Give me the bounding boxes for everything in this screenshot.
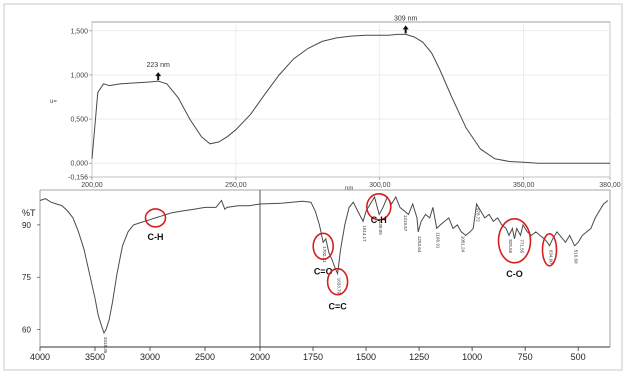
ir-annotation-ellipse <box>497 218 532 264</box>
ir-annotation-label: C=C <box>328 302 347 312</box>
ir-peak-wavenumber-label: 771.55 <box>520 239 525 253</box>
ir-peak-wavenumber-label: 634.60 <box>548 250 553 264</box>
ir-x-tick-labels: 4000 3500 3000 2500 2000 1750 1500 1250 1000 750 5… <box>30 347 586 362</box>
ir-peak-wavenumber-label: 978.72 <box>476 208 481 222</box>
ir-y-tick-labels: 90 75 60 <box>22 221 40 335</box>
uv-peak-label: 223 nm <box>147 62 171 69</box>
ir-x-tick-label: 2500 <box>195 352 215 362</box>
uv-y-tick-label: 0,500 <box>70 117 88 124</box>
ir-y-tick-label: 60 <box>22 326 31 335</box>
uv-x-tick-labels: 200,00 250,00 300,00 350,00 380,00 <box>81 177 621 189</box>
uv-y-tick-label: 0,000 <box>70 161 88 168</box>
uv-series-line <box>91 33 610 164</box>
ir-peak-wavenumber-label: 825.56 <box>508 239 513 253</box>
uv-x-tick-label: 250,00 <box>225 182 247 189</box>
uv-x-tick-label: 350,00 <box>513 182 535 189</box>
ir-x-tick-label: 500 <box>571 352 586 362</box>
ir-x-tick-label: 4000 <box>30 352 50 362</box>
uv-grid <box>91 22 611 178</box>
uv-x-tick-label: 200,00 <box>81 182 103 189</box>
ir-annotation-ellipse <box>541 233 558 267</box>
ir-annotation-label: C=O <box>314 266 333 276</box>
uv-x-tick-label: 300,00 <box>369 182 391 189</box>
uv-peak-arrow-icon <box>402 25 409 34</box>
ir-peak-wavenumber-label: 1438.09 <box>378 218 383 235</box>
uv-vis-panel: 1,500 1,000 0,500 0,000 -0,156 200,00 250,00 3… <box>50 15 621 192</box>
ir-annotation-ellipse <box>326 267 349 296</box>
ir-peak-wavenumber-label: 1319.57 <box>403 215 408 232</box>
ir-annotation-label: C-H <box>371 215 387 225</box>
ir-peak-labels: 3418.35 1702.21 1633.79 1514.17 1438.09 1319.… <box>103 208 579 354</box>
uv-y-tick-label: -0,156 <box>68 175 88 182</box>
ir-annotation-ellipse <box>365 193 392 221</box>
ftir-panel: 4000 3500 3000 2500 2000 1750 1500 1250 1000 750 5… <box>22 189 611 362</box>
uv-y-tick-label: 1,000 <box>70 72 88 79</box>
ir-x-tick-label: 2000 <box>250 352 270 362</box>
uv-y-tick-label: 1,500 <box>70 28 88 35</box>
uv-peak-arrow-icon <box>155 72 162 81</box>
ir-peak-wavenumber-label: 1514.17 <box>362 225 367 242</box>
ir-annotation-ellipse <box>144 208 167 228</box>
ir-peak-wavenumber-label: 516.60 <box>574 250 579 264</box>
ir-x-tick-label: 1750 <box>303 352 323 362</box>
ir-peak-wavenumber-label: 3418.35 <box>103 337 108 354</box>
ir-series-line <box>39 195 609 335</box>
uv-y-axis-label-fragment: u= <box>50 99 57 105</box>
ir-x-tick-label: 1250 <box>409 352 429 362</box>
ir-peak-wavenumber-label: 1253.64 <box>417 236 422 253</box>
uv-x-tick-label: 380,00 <box>599 182 621 189</box>
ir-x-tick-label: 1000 <box>462 352 482 362</box>
uv-x-axis-label: nm <box>345 186 353 192</box>
ir-peak-wavenumber-label: 1051.24 <box>460 236 465 253</box>
ir-x-tick-label: 1500 <box>356 352 376 362</box>
figure-border <box>3 3 623 371</box>
uv-peak-label: 309 nm <box>394 15 418 22</box>
uv-peak-labels: 223 nm 309 nm <box>147 15 418 81</box>
ir-peak-wavenumber-label: 1702.21 <box>322 246 327 263</box>
ir-annotation-label: C-H <box>148 232 164 242</box>
ir-annotation-label: C-O <box>506 269 523 279</box>
ir-annotations: C-H C=O C=C C-H C-O <box>144 193 558 312</box>
ir-peak-wavenumber-label: 1166.91 <box>436 232 441 248</box>
ir-peak-wavenumber-label: 1633.79 <box>337 278 342 295</box>
ir-x-tick-label: 750 <box>518 352 533 362</box>
ir-x-tick-label: 3500 <box>85 352 105 362</box>
ir-annotation-ellipse <box>312 232 335 261</box>
ir-y-axis-label: %T <box>22 208 36 218</box>
ir-y-tick-label: 90 <box>22 221 31 230</box>
uv-y-tick-labels: 1,500 1,000 0,500 0,000 -0,156 <box>68 28 92 182</box>
ir-y-tick-label: 75 <box>22 273 31 282</box>
ir-x-tick-label: 3000 <box>140 352 160 362</box>
